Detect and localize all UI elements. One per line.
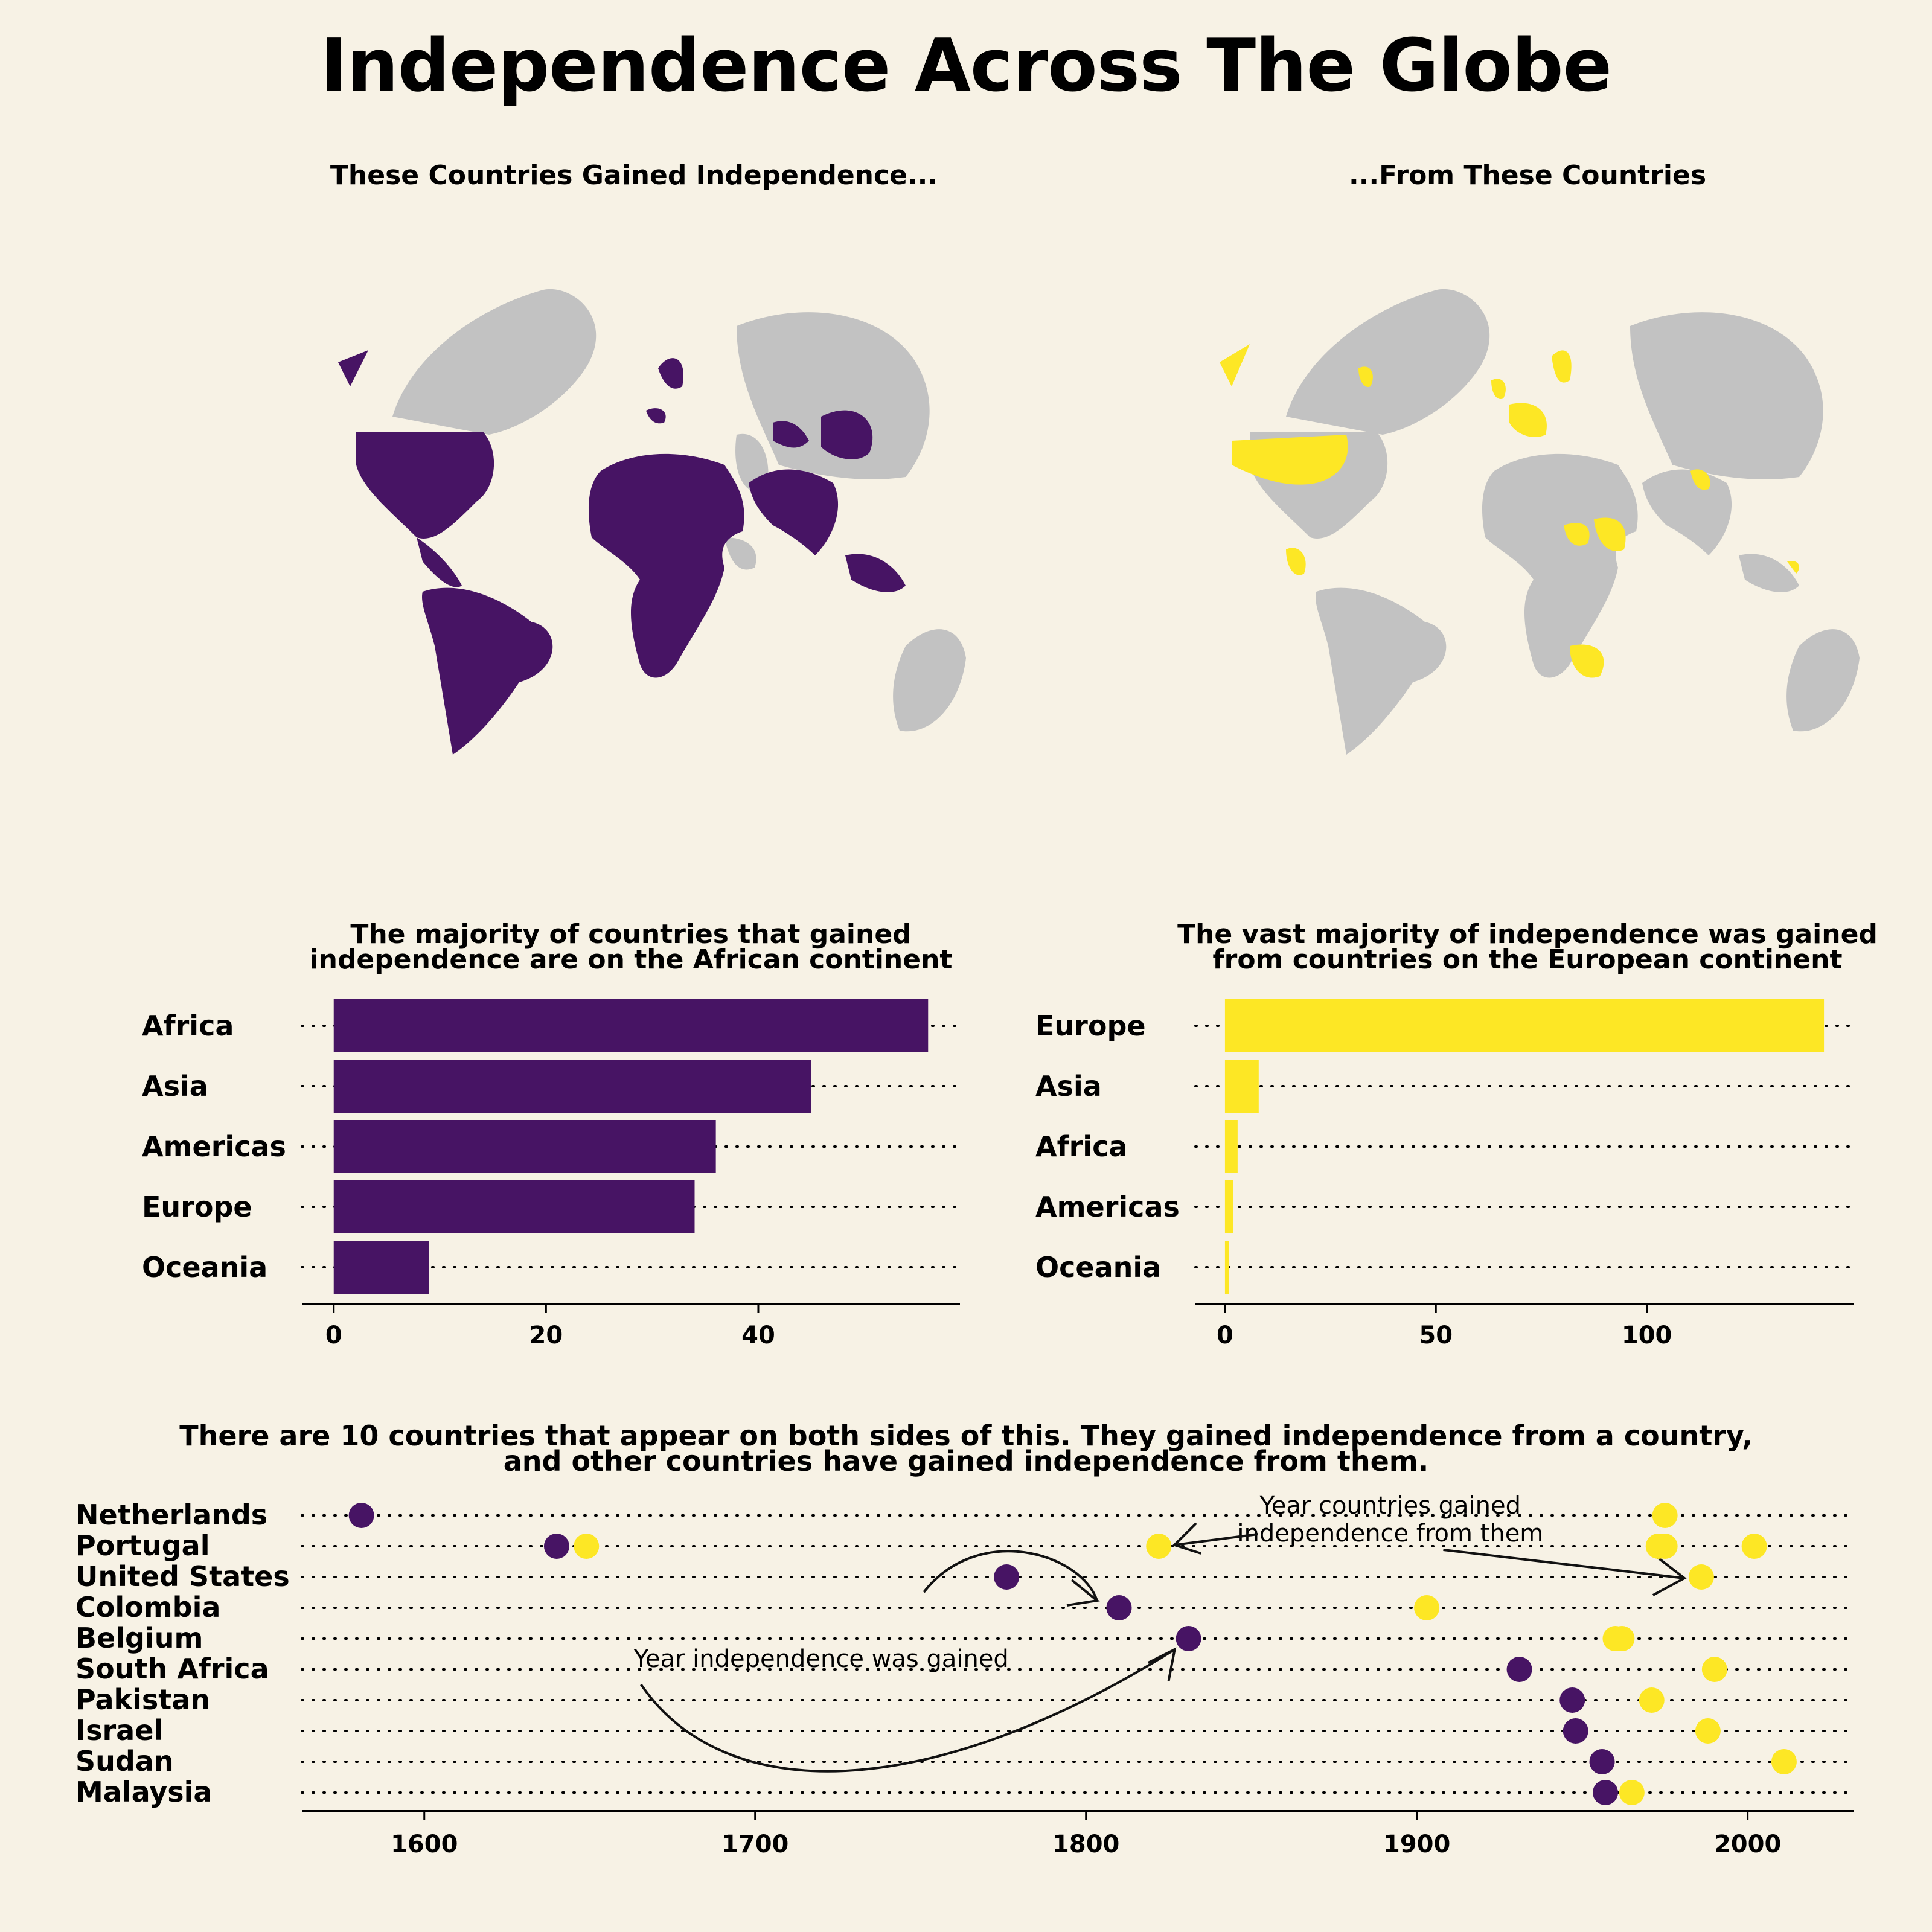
dot-independence-gained <box>1593 1780 1619 1805</box>
map-land-yellow <box>1220 344 1799 678</box>
arrowhead <box>1066 1579 1100 1607</box>
bar-europe <box>333 1180 695 1233</box>
country-label: Netherlands <box>75 1499 267 1531</box>
dot-independence-gained <box>1176 1626 1201 1651</box>
dot-independence-from-them <box>1701 1657 1727 1682</box>
dot-independence-from-them <box>1414 1595 1440 1620</box>
category-label: Asia <box>142 1070 208 1102</box>
x-tick-label: 1700 <box>721 1831 788 1858</box>
x-tick-label: 1900 <box>1383 1831 1450 1858</box>
category-label: Asia <box>1035 1070 1102 1102</box>
category-label: Africa <box>142 1009 234 1042</box>
map-gained-independence <box>338 289 966 755</box>
dot-independence-from-them <box>574 1534 600 1559</box>
category-label: Europe <box>142 1191 252 1223</box>
bar-chart-africa: The majority of countries that gained in… <box>142 919 961 1349</box>
bar-americas <box>1224 1180 1233 1233</box>
x-tick-label: 40 <box>741 1322 775 1349</box>
country-label: Portugal <box>75 1529 210 1562</box>
dot-independence-from-them <box>1652 1534 1678 1559</box>
arrow-to-colombia <box>923 1550 1098 1601</box>
bar-right-title-line1: The vast majority of independence was ga… <box>1177 919 1878 950</box>
dot-independence-gained <box>348 1503 374 1528</box>
dot-independence-gained <box>1589 1749 1615 1774</box>
category-label: Europe <box>1035 1009 1146 1042</box>
bar-chart-europe: The vast majority of independence was ga… <box>1035 919 1878 1349</box>
arrow-to-us-dot <box>1443 1549 1685 1579</box>
dot-independence-gained <box>1563 1718 1588 1744</box>
map-land-purple <box>338 350 906 755</box>
annotation-from-them-line2: independence from them <box>1237 1520 1543 1547</box>
country-label: Pakistan <box>75 1683 210 1716</box>
x-tick-label: 1800 <box>1052 1831 1119 1858</box>
country-label: Colombia <box>75 1591 220 1623</box>
country-label: Sudan <box>75 1745 174 1777</box>
bar-africa <box>1224 1120 1238 1173</box>
dot-independence-from-them <box>1619 1780 1645 1805</box>
bar-right-title-line2: from countries on the European continent <box>1212 944 1842 975</box>
bar-left-title-line2: independence are on the African continen… <box>310 944 953 975</box>
bar-europe <box>1224 999 1825 1052</box>
bar-americas <box>333 1120 716 1173</box>
country-label: United States <box>75 1560 290 1593</box>
country-label: Israel <box>75 1714 163 1747</box>
dot-independence-from-them <box>1688 1564 1714 1590</box>
category-label: Oceania <box>142 1251 267 1284</box>
category-label: Africa <box>1035 1130 1127 1163</box>
bar-africa <box>333 999 929 1052</box>
dot-independence-from-them <box>1609 1626 1635 1651</box>
annotation-independence-gained: Year independence was gained <box>633 1645 1009 1673</box>
dot-independence-from-them <box>1639 1687 1665 1713</box>
x-tick-label: 100 <box>1622 1322 1672 1349</box>
category-label: Americas <box>1035 1191 1180 1223</box>
bar-left-title-line1: The majority of countries that gained <box>350 919 911 950</box>
arrowhead <box>1172 1522 1201 1555</box>
category-label: Oceania <box>1035 1251 1161 1284</box>
dot-independence-from-them <box>1771 1749 1797 1774</box>
arrow-to-belgium <box>640 1648 1176 1773</box>
dot-independence-gained <box>543 1534 569 1559</box>
map-from-these-countries <box>1220 289 1860 755</box>
arrowhead <box>1652 1556 1687 1596</box>
x-tick-label: 0 <box>325 1322 342 1349</box>
dot-title-line2: and other countries have gained independ… <box>504 1445 1428 1477</box>
bar-asia <box>333 1060 811 1113</box>
country-label: South Africa <box>75 1652 269 1685</box>
arrow-to-portugal-dot <box>1174 1533 1258 1546</box>
x-tick-label: 1600 <box>391 1831 458 1858</box>
bar-oceania <box>1224 1241 1229 1294</box>
annotation-from-them-line1: Year countries gained <box>1259 1492 1521 1520</box>
dot-independence-from-them <box>1695 1718 1721 1744</box>
right-map-title: ...From These Countries <box>1348 160 1707 191</box>
left-map-title: These Countries Gained Independence... <box>330 160 938 191</box>
dot-independence-from-them <box>1652 1503 1678 1528</box>
dot-independence-gained <box>1559 1687 1585 1713</box>
dot-independence-gained <box>1506 1657 1532 1682</box>
x-tick-label: 0 <box>1217 1322 1233 1349</box>
country-label: Malaysia <box>75 1776 212 1808</box>
x-tick-label: 2000 <box>1714 1831 1781 1858</box>
x-tick-label: 20 <box>529 1322 563 1349</box>
dot-title-line1: There are 10 countries that appear on bo… <box>179 1419 1753 1452</box>
main-title: Independence Across The Globe <box>320 24 1612 108</box>
x-tick-label: 50 <box>1419 1322 1453 1349</box>
bar-oceania <box>333 1241 429 1294</box>
arrowhead <box>1147 1647 1177 1681</box>
dot-independence-from-them <box>1741 1534 1767 1559</box>
dot-chart-countries: There are 10 countries that appear on bo… <box>75 1419 1855 1858</box>
bar-asia <box>1224 1060 1259 1113</box>
dot-independence-from-them <box>1146 1534 1172 1559</box>
dot-independence-gained <box>1106 1595 1132 1620</box>
dot-independence-gained <box>994 1564 1020 1590</box>
category-label: Americas <box>142 1130 286 1163</box>
country-label: Belgium <box>75 1622 203 1654</box>
